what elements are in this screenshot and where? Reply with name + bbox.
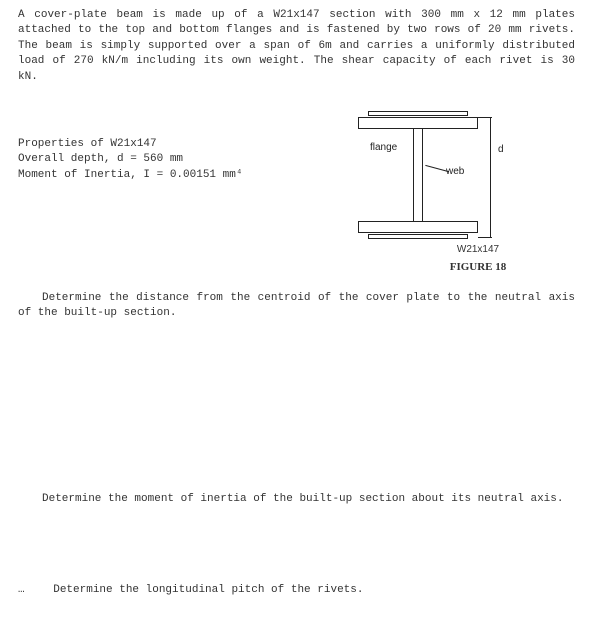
figure-caption-block: W21x147 FIGURE 18 — [408, 243, 548, 275]
flange-top — [358, 117, 478, 129]
properties-title: Properties of W21x147 — [18, 137, 298, 152]
moment-of-inertia: Moment of Inertia, I = 0.00151 mm⁴ — [18, 168, 298, 183]
section-name: W21x147 — [408, 243, 548, 257]
properties-block: Properties of W21x147 Overall depth, d =… — [18, 113, 298, 183]
overall-depth: Overall depth, d = 560 mm — [18, 152, 298, 167]
figure-wrapper: flange web d W21x147 FIGURE 18 — [298, 113, 575, 273]
flange-bottom — [358, 221, 478, 233]
dimension-tick-top — [478, 117, 492, 118]
problem-intro: A cover-plate beam is made up of a W21x1… — [18, 8, 575, 85]
properties-and-figure-row: Properties of W21x147 Overall depth, d =… — [18, 113, 575, 273]
question-3-marker: … — [18, 584, 25, 596]
question-1: Determine the distance from the centroid… — [18, 291, 575, 322]
dimension-vertical — [490, 117, 491, 237]
dimension-tick-bottom — [478, 237, 492, 238]
web-shape — [413, 129, 423, 221]
depth-label: d — [498, 143, 504, 157]
question-3: Determine the longitudinal pitch of the … — [53, 583, 363, 598]
web-label: web — [446, 165, 464, 179]
question-3-row: … Determine the longitudinal pitch of th… — [18, 583, 575, 598]
flange-label: flange — [370, 141, 397, 155]
cover-plate-bottom — [368, 234, 468, 239]
figure-caption: FIGURE 18 — [408, 260, 548, 275]
question-2: Determine the moment of inertia of the b… — [18, 492, 575, 507]
cover-plate-top — [368, 111, 468, 116]
